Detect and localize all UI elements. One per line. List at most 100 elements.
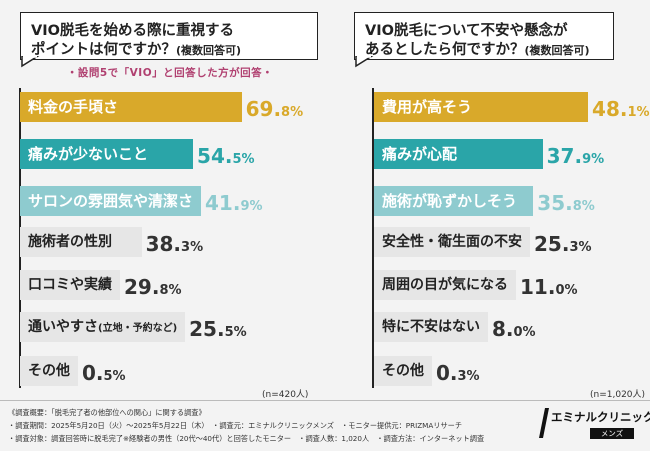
left-bar-value-1: 69.8% <box>246 92 304 122</box>
right-bar-label-text-3: 施術が恥ずかしそう <box>382 192 518 210</box>
left-bar-3 <box>20 186 202 216</box>
logo-sub: メンズ <box>590 428 634 439</box>
left-bar-value-unit-4: 3% <box>181 240 204 255</box>
left-bar-value-unit-3: 9% <box>240 199 263 214</box>
left-bar-6 <box>20 312 186 342</box>
left-bar-label-2: 痛みが少ないこと <box>28 139 148 169</box>
left-chart-title-box: VIO脱毛を始める際に重視する ポイントは何ですか？(複数回答可) <box>20 12 318 60</box>
right-bar-value-main-7: 0. <box>436 361 458 385</box>
left-bar-value-unit-2: 5% <box>232 152 255 167</box>
left-bar-value-unit-7: 5% <box>103 369 126 384</box>
right-bar-label-text-2: 痛みが心配 <box>382 145 458 163</box>
right-bar-label-text-6: 特に不安はない <box>382 319 480 335</box>
left-bar-label-text-6: 通いやすさ <box>28 319 98 335</box>
right-bar-value-2: 37.9% <box>547 139 605 169</box>
left-bar-label-4: 施術者の性別 <box>28 227 112 257</box>
left-bar-value-main-3: 41. <box>205 191 241 215</box>
footer-line-2: ・調査期間：2025年5月20日（火）〜2025年5月22日（木） ・調査元：エ… <box>8 421 463 430</box>
logo-slash-mark <box>539 408 549 438</box>
left-axis-line <box>19 88 21 388</box>
right-bar-4 <box>374 227 530 257</box>
right-bar-label-5: 周囲の目が気になる <box>382 270 508 300</box>
left-bar-value-main-2: 54. <box>197 144 233 168</box>
left-bar-label-text-5: 口コミや実績 <box>28 277 112 293</box>
left-bar-value-6: 25.5% <box>189 312 247 342</box>
right-bar-1 <box>374 92 589 122</box>
right-axis-line <box>372 88 374 388</box>
right-n-label: (n=1,020人) <box>590 390 646 400</box>
right-bar-label-3: 施術が恥ずかしそう <box>382 186 517 216</box>
right-bar-label-1: 費用が高そう <box>382 92 472 122</box>
left-bar-label-7: その他 <box>28 356 70 386</box>
right-bar-value-main-6: 8. <box>492 317 514 341</box>
left-bar-value-4: 38.3% <box>146 227 204 257</box>
right-bar-value-main-2: 37. <box>546 144 583 168</box>
right-bar-label-text-5: 周囲の目が気になる <box>382 277 508 293</box>
left-bar-value-main-5: 29. <box>124 275 160 299</box>
left-bar-value-main-6: 25. <box>189 317 225 341</box>
left-bar-label-text-7: その他 <box>28 363 70 379</box>
right-bar-value-7: 0.3% <box>436 356 480 386</box>
right-bar-2 <box>374 139 543 169</box>
left-bar-value-3: 41.9% <box>205 186 263 216</box>
right-bar-label-text-4: 安全性・衛生面の不安 <box>382 234 522 250</box>
right-bar-value-unit-5: 0% <box>555 283 578 298</box>
left-chart-title-line1: VIO脱毛を始める際に重視する <box>31 23 234 39</box>
left-bar-value-unit-6: 5% <box>224 325 247 340</box>
left-bar-label-text-4: 施術者の性別 <box>28 234 112 250</box>
right-bar-value-unit-4: 3% <box>569 240 592 255</box>
right-chart-title-line2-main: あるとしたら何ですか？ <box>365 42 525 58</box>
left-bar-label-1: 料金の手頃さ <box>28 92 118 122</box>
left-chart-title-line2: ポイントは何ですか？(複数回答可) <box>31 38 241 59</box>
right-bar-5 <box>374 270 516 300</box>
left-bar-value-main-4: 38. <box>145 232 182 256</box>
right-bar-value-unit-2: 9% <box>582 152 605 167</box>
left-bar-value-7: 0.5% <box>82 356 126 386</box>
right-chart-title-suffix: (複数回答可) <box>524 44 590 57</box>
right-bar-3 <box>374 186 534 216</box>
right-bar-value-1: 48.1% <box>592 92 650 122</box>
left-bar-value-5: 29.8% <box>124 270 182 300</box>
right-bar-value-unit-3: 8% <box>572 199 595 214</box>
left-bar-4 <box>20 227 142 257</box>
right-bar-label-2: 痛みが心配 <box>382 139 457 169</box>
left-bar-label-text-3: サロンの雰囲気や清潔さ <box>28 192 194 210</box>
left-bar-value-main-7: 0. <box>82 361 104 385</box>
right-bar-value-main-3: 35. <box>537 191 573 215</box>
right-chart-title-line2: あるとしたら何ですか？(複数回答可) <box>365 38 590 59</box>
right-bar-value-unit-7: 3% <box>457 369 480 384</box>
left-bar-value-2: 54.5% <box>197 139 255 169</box>
right-bar-label-7: その他 <box>382 356 424 386</box>
right-chart-title-box: VIO脱毛について不安や懸念が あるとしたら何ですか？(複数回答可) <box>354 12 614 60</box>
left-bar-2 <box>20 139 194 169</box>
left-chart-title-line2-main: ポイントは何ですか？ <box>31 42 176 58</box>
right-bar-value-main-5: 11. <box>520 275 556 299</box>
right-bar-7 <box>374 356 432 386</box>
left-bar-7 <box>20 356 78 386</box>
right-bar-value-unit-1: 1% <box>627 105 650 120</box>
left-bar-value-main-1: 69. <box>245 97 282 121</box>
left-bar-1 <box>20 92 242 122</box>
logo-name: エミナルクリニック <box>551 410 650 424</box>
left-bar-label-text-2: 痛みが少ないこと <box>28 145 149 163</box>
left-chart-title-suffix: (複数回答可) <box>176 44 242 57</box>
right-title-tail <box>355 56 374 68</box>
right-bar-6 <box>374 312 488 342</box>
right-bar-value-4: 25.3% <box>534 227 592 257</box>
left-bar-label-3: サロンの雰囲気や清潔さ <box>28 186 193 216</box>
footer-line-1: 《調査概要：「脱毛完了者の他部位への関心」に関する調査》 <box>8 408 206 417</box>
left-title-tail <box>21 56 40 68</box>
right-bar-value-main-4: 25. <box>534 232 570 256</box>
right-bar-label-text-1: 費用が高そう <box>382 98 473 116</box>
right-bar-value-main-1: 48. <box>592 97 628 121</box>
right-bar-value-unit-6: 0% <box>513 325 536 340</box>
left-bar-label-text-1: 料金の手頃さ <box>28 98 119 116</box>
brand-logo: エミナルクリニック メンズ <box>535 406 650 442</box>
left-bar-label-6: 通いやすさ(立地・予約など) <box>28 312 177 342</box>
right-bar-value-6: 8.0% <box>492 312 536 342</box>
left-bar-label-5: 口コミや実績 <box>28 270 112 300</box>
right-chart-title-line1: VIO脱毛について不安や懸念が <box>365 23 568 39</box>
right-bar-label-6: 特に不安はない <box>382 312 480 342</box>
left-bar-value-unit-1: 8% <box>281 105 304 120</box>
